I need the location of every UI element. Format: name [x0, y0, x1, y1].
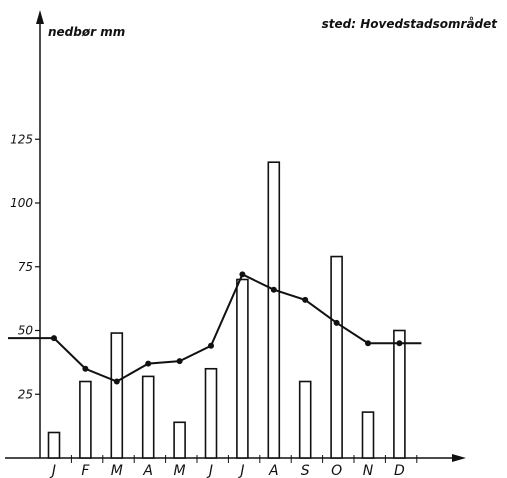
line-point [333, 319, 340, 326]
line-point [239, 271, 246, 278]
x-tick-label: D [394, 463, 405, 478]
x-tick-label: M [111, 463, 123, 478]
line-point [302, 296, 309, 303]
x-tick-label: N [363, 463, 374, 478]
x-tick-label: O [331, 463, 342, 478]
line-point [208, 342, 214, 349]
bar [267, 161, 281, 459]
y-tick-label: 100 [10, 196, 33, 210]
line-point [176, 358, 183, 365]
line-points [51, 271, 403, 385]
line-point [145, 360, 152, 367]
y-tick-label: 50 [18, 324, 34, 338]
bar [79, 380, 92, 459]
line-point [270, 286, 277, 293]
bar [141, 375, 155, 459]
x-tick-label: J [206, 463, 213, 478]
bar [330, 255, 343, 459]
place-annotation: sted: Hovedstadsområdet [322, 17, 499, 31]
line-point [396, 340, 403, 347]
bar [110, 332, 124, 459]
y-tick-label: 75 [18, 260, 33, 274]
x-tick-label: M [174, 463, 186, 478]
bar [173, 421, 186, 459]
y-axis-label: nedbør mm [48, 25, 125, 39]
line-point [113, 378, 120, 385]
x-tick-label: J [237, 463, 244, 478]
bar [47, 431, 61, 459]
bar [361, 411, 375, 459]
y-axis-arrow [36, 10, 44, 24]
bar [204, 367, 218, 459]
bar [236, 278, 249, 459]
x-axis-arrow [452, 454, 466, 462]
bar [298, 380, 312, 459]
line-point [365, 340, 371, 347]
x-tick-label: A [142, 463, 153, 478]
bars [47, 161, 406, 459]
y-tick-label: 125 [10, 132, 33, 146]
x-tick-label: A [268, 463, 279, 478]
bar [393, 329, 406, 459]
x-tick-label: J [49, 463, 56, 478]
line-point [82, 365, 89, 372]
x-tick-label: S [301, 463, 310, 478]
line-series [8, 273, 422, 383]
y-ticks: 25 50 75 100 125 [10, 132, 40, 401]
x-tick-label: F [81, 463, 90, 478]
line-point [51, 335, 57, 342]
y-tick-label: 25 [18, 387, 33, 401]
